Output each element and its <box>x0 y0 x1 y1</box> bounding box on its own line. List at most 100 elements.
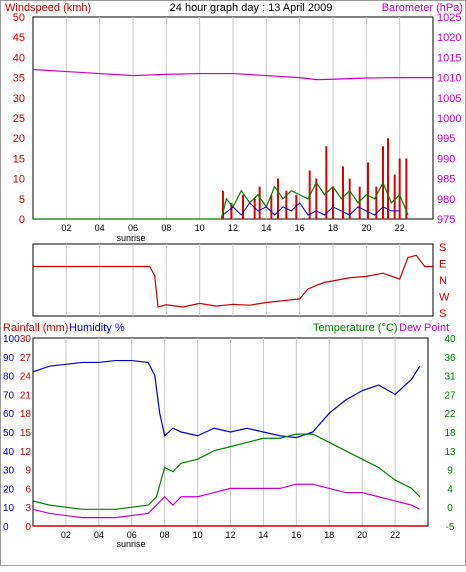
rain-tick-label: 27 <box>20 353 32 364</box>
panel3-x-tick-label: 22 <box>390 530 400 540</box>
panel1-left-tick-label: 0 <box>19 214 25 226</box>
panel1-x-tick-label: 06 <box>128 223 138 233</box>
compass-label: W <box>439 292 450 304</box>
panel1-series <box>32 68 433 220</box>
rain-tick-label: 24 <box>20 372 32 383</box>
temperature-tick-label: 27 <box>444 390 456 401</box>
panel1-x-tick-label: 20 <box>361 223 371 233</box>
rain-tick-label: 3 <box>25 503 31 514</box>
temperature-tick-label: 22 <box>444 409 456 420</box>
rain-tick-label: 18 <box>20 409 32 420</box>
panel3-x-tick-label: 16 <box>291 530 301 540</box>
panel3-x-tick-label: 10 <box>193 530 203 540</box>
compass-label: S <box>439 308 446 320</box>
panel1-left-tick-label: 30 <box>13 93 25 105</box>
rain-tick-label: 15 <box>20 428 32 439</box>
temperature-tick-label: 36 <box>444 353 456 364</box>
panel1-right-tick-label: 995 <box>437 133 455 145</box>
compass-label: E <box>439 259 446 271</box>
humidity-tick-label: 100 <box>3 334 20 345</box>
panel1-right-tick-label: 1010 <box>437 73 461 85</box>
panel1-left-tick-label: 10 <box>13 174 25 186</box>
humidity-tick-label: 70 <box>3 390 15 401</box>
panel1-x-tick-label: 04 <box>95 223 105 233</box>
panel3-axes: 02 04 06 08 10 12 14 16 18 20 220 0 -510 3 020 6 430 9 940… <box>3 334 456 540</box>
chart-title: 24 hour graph day : 13 April 2009 <box>170 2 333 14</box>
humidity-tick-label: 10 <box>3 503 15 514</box>
panel1-x-tick-label: 12 <box>228 223 238 233</box>
rain-tick-label: 6 <box>25 484 31 495</box>
rain-tick-label: 30 <box>20 334 32 345</box>
panel3-series <box>32 359 428 527</box>
panel1-right-tick-label: 1000 <box>437 113 461 125</box>
panel1-x-tick-label: 22 <box>395 223 405 233</box>
humidity-tick-label: 40 <box>3 447 15 458</box>
panel1-left-tick-label: 25 <box>13 113 25 125</box>
dewpoint-line <box>32 483 421 519</box>
panel2-grid <box>32 243 434 317</box>
panel1-left-tick-label: 20 <box>13 133 25 145</box>
windspeed-axis-title: Windspeed (kmh) <box>5 2 91 14</box>
panel1-right-tick-label: 990 <box>437 153 455 165</box>
temperature-tick-label: 13 <box>444 447 456 458</box>
rainfall-axis-title: Rainfall (mm) <box>3 322 68 334</box>
barometer-axis-title: Barometer (hPa) <box>382 2 463 14</box>
humidity-tick-label: 80 <box>3 372 15 383</box>
humidity-tick-label: 30 <box>3 466 15 477</box>
humidity-tick-label: 0 <box>3 522 9 533</box>
temperature-line <box>32 433 421 510</box>
temperature-tick-label: 0 <box>447 503 453 514</box>
humidity-tick-label: 50 <box>3 428 15 439</box>
temperature-tick-label: 31 <box>444 372 456 383</box>
panel1-right-tick-label: 1015 <box>437 52 461 64</box>
panel3-x-tick-label: 02 <box>61 530 71 540</box>
panel1-right-tick-label: 985 <box>437 174 455 186</box>
panel3-x-tick-label: 06 <box>127 530 137 540</box>
panel1-x-tick-label: 18 <box>328 223 338 233</box>
panel1-left-tick-label: 40 <box>13 52 25 64</box>
panel3-x-tick-label: 20 <box>357 530 367 540</box>
temperature-axis-title: Temperature (°C) <box>313 322 397 334</box>
panel1-axes: 02 04 06 08 10 12 14 16 18 20 22051015202530354045… <box>13 12 462 233</box>
rain-tick-label: 21 <box>20 390 32 401</box>
barometer-line <box>32 68 433 81</box>
temperature-tick-label: 40 <box>444 334 456 345</box>
temperature-tick-label: 4 <box>447 484 453 495</box>
panel1-right-tick-label: 975 <box>437 214 455 226</box>
panel2-series <box>33 254 433 308</box>
humidity-tick-label: 20 <box>3 484 15 495</box>
wind-direction-line <box>33 254 433 308</box>
wind-average-line <box>33 181 409 220</box>
temperature-tick-label: 18 <box>444 428 456 439</box>
humidity-tick-label: 90 <box>3 353 15 364</box>
panel3-x-tick-label: 08 <box>160 530 170 540</box>
panel1-right-tick-label: 1005 <box>437 93 461 105</box>
panel3-x-tick-label: 04 <box>94 530 104 540</box>
panel1-sunrise-label: sunrise <box>116 233 145 243</box>
humidity-line <box>32 359 421 439</box>
temperature-tick-label: 9 <box>447 466 453 477</box>
panel1-left-tick-label: 15 <box>13 153 25 165</box>
panel1-x-tick-label: 08 <box>161 223 171 233</box>
panel1-right-tick-label: 980 <box>437 194 455 206</box>
panel1-grid <box>32 16 434 220</box>
panel1-right-tick-label: 1020 <box>437 32 461 44</box>
rain-tick-label: 12 <box>20 447 32 458</box>
temperature-tick-label: -5 <box>446 522 455 533</box>
panel1-left-tick-label: 50 <box>13 12 25 24</box>
compass-label: N <box>439 275 447 287</box>
wind-minimum-line <box>222 202 400 216</box>
panel3-x-tick-label: 12 <box>225 530 235 540</box>
panel1-x-tick-label: 10 <box>195 223 205 233</box>
panel1-left-tick-label: 5 <box>19 194 25 206</box>
panel1-x-tick-label: 02 <box>61 223 71 233</box>
rain-tick-label: 9 <box>25 466 31 477</box>
compass-label: S <box>439 242 446 254</box>
panel3-x-tick-label: 14 <box>258 530 268 540</box>
rain-tick-label: 0 <box>25 522 31 533</box>
panel1-x-tick-label: 14 <box>261 223 271 233</box>
panel1-left-tick-label: 35 <box>13 73 25 85</box>
